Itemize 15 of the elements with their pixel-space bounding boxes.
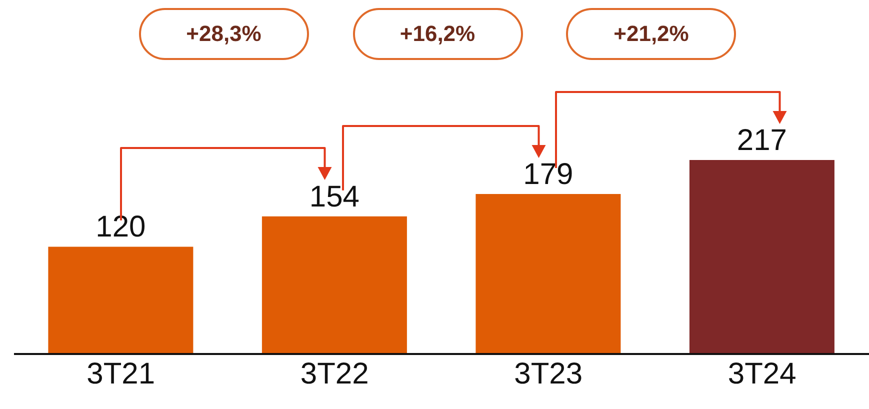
text: +16,2%: [352, 8, 522, 60]
data-label: 120: [96, 210, 146, 244]
bar: [689, 160, 834, 354]
data-label: 154: [309, 180, 360, 214]
x-tick-label: 3T23: [514, 357, 583, 390]
x-tick-label: 3T21: [86, 357, 156, 390]
data-label: 179: [523, 158, 574, 191]
x-tick-label: 3T24: [728, 357, 796, 390]
bar: [262, 216, 407, 354]
bar: [48, 246, 194, 354]
text: +21,2%: [566, 8, 736, 60]
text: +28,3%: [138, 8, 309, 60]
data-label: 217: [736, 124, 787, 157]
x-tick-label: 3T22: [300, 357, 369, 390]
bar: [476, 194, 621, 354]
